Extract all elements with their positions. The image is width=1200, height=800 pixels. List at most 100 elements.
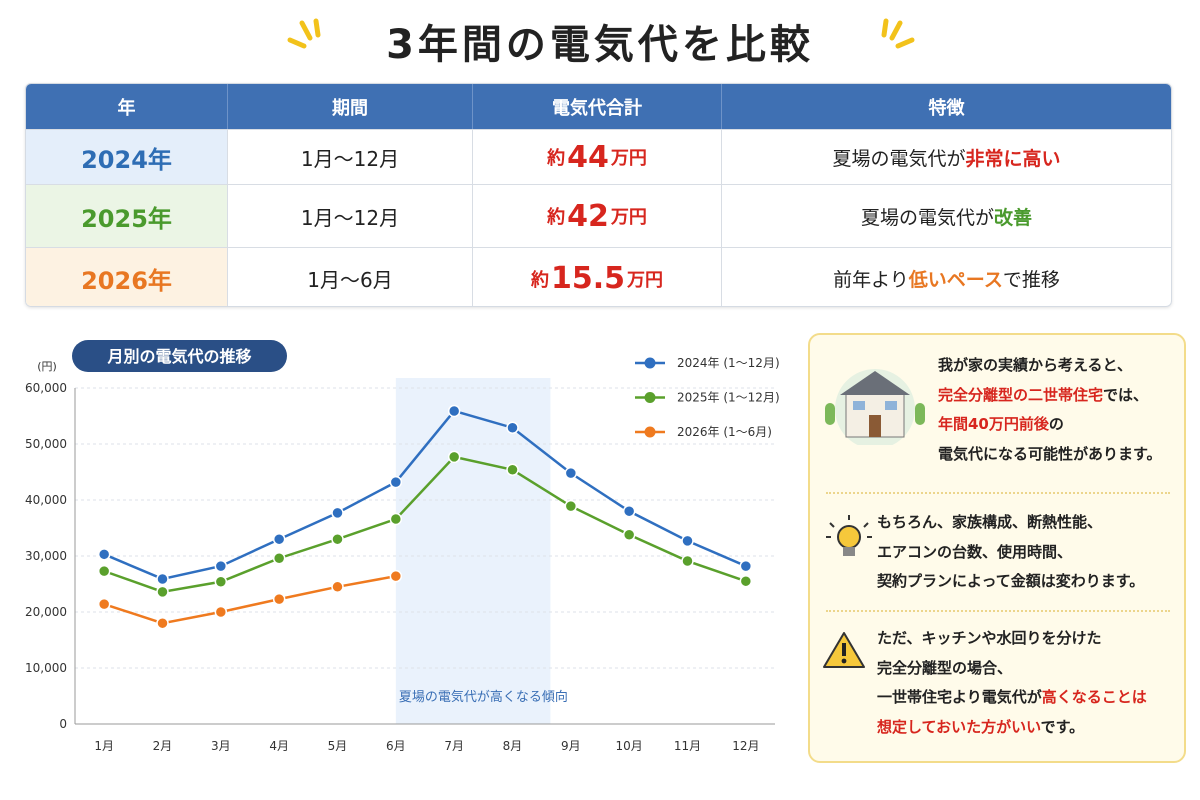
text-segment: です。 [1040,717,1085,736]
info-line: 完全分離型の場合、 [877,654,1147,684]
x-tick-label: 6月 [386,739,406,753]
text-segment: 年間40万円前後 [938,415,1049,433]
legend-marker [644,357,656,369]
table-row: 2024年 1月〜12月約 44 万円 夏場の電気代が 非常に高い [26,129,1171,184]
y-tick-label: 60,000 [25,381,67,395]
data-point [97,548,111,561]
title-spark-left [287,18,321,49]
column-header: 電気代合計 [472,84,721,129]
text-segment: では、 [1103,385,1149,404]
period-cell: 1月〜12月 [227,185,472,247]
info-line: 一世帯住宅より電気代が高くなることは [877,683,1147,713]
total-unit: 万円 [610,207,647,228]
text-segment: 夏場の電気代が [860,206,994,229]
series-line [103,574,397,625]
table-row: 2026年 1月〜6月約 15.5 万円 前年より 低いペース で推移 [26,247,1171,306]
y-tick-label: 40,000 [25,493,67,507]
text-segment: 低いペース [908,269,1003,291]
data-point [447,450,461,464]
info-line: 電気代になる可能性があります。 [938,440,1162,470]
data-point [97,597,111,611]
text-segment: 想定しておいた方がいい [877,717,1041,736]
x-tick-label: 7月 [444,739,464,753]
total-cell: 約 42 万円 [472,185,721,247]
table-header-row: 年 期間 電気代合計 特徴 [26,84,1171,129]
info-line: 契約プランによって金額は変わります。 [877,567,1144,597]
x-tick-label: 3月 [211,739,231,753]
text-segment: 電気代になる可能性があります。 [938,444,1162,463]
data-point [272,551,286,565]
legend-marker [644,426,656,438]
data-point [564,466,578,480]
text-segment: もちろん、家族構成、断熱性能、 [877,513,1103,531]
data-point [97,564,111,578]
data-point [622,528,636,541]
total-unit: 万円 [610,148,647,169]
total-prefix: 約 [547,148,566,169]
x-tick-label: 11月 [674,739,701,753]
y-tick-label: 10,000 [25,661,67,675]
text-segment: ただ、キッチンや水回りを分けた [877,629,1102,647]
total-cell: 約 44 万円 [472,130,721,184]
data-point [389,569,403,583]
warning-icon [823,632,865,668]
data-point [156,616,169,630]
x-tick-label: 2月 [153,739,173,753]
x-tick-label: 10月 [616,739,643,753]
data-point [506,421,519,435]
text-segment: 契約プランによって金額は変わります。 [877,572,1145,590]
legend-label: 2024年 (1〜12月) [677,356,780,370]
text-segment: の [1048,415,1064,433]
column-header: 年 [117,97,136,119]
y-tick-label: 30,000 [25,549,67,563]
text-segment: 改善 [994,206,1033,229]
title-spark-right [881,18,915,49]
info-box: 我が家の実績から考えると、 完全分離型の二世帯住宅では、 年間40万円前後の 電気代に… [808,333,1186,763]
y-tick-label: 50,000 [25,437,67,451]
total-unit: 万円 [627,269,664,291]
data-point [447,404,461,418]
data-point [331,580,344,594]
year-cell: 2025年 [26,185,227,247]
info-section-3: ただ、キッチンや水回りを分けた完全分離型の場合、 一世帯住宅より電気代が高くなるこ… [877,624,1147,742]
data-point [331,532,344,546]
series-line [103,409,747,581]
comparison-table: 年期間 電気代合計 特徴 2024年 1月〜12月約 44 万円 夏場の電気代が 非常に高い 20… [25,83,1172,307]
total-cell: 約 15.5 万円 [472,248,721,306]
legend-label: 2026年 (1〜6月) [677,425,772,439]
text-segment: で推移 [1002,269,1060,291]
data-point [156,572,169,586]
text-segment: エアコンの台数、使用時間、 [877,542,1073,561]
total-amount: 42 [567,198,609,234]
data-point [389,512,403,526]
data-point [622,504,636,518]
total-prefix: 約 [530,269,549,291]
info-line: 想定しておいた方がいいです。 [877,713,1147,743]
info-line: 完全分離型の二世帯住宅では、 [938,381,1162,411]
data-point [214,575,228,589]
legend-label: 2025年 (1〜12月) [677,391,780,405]
column-header: 期間 [227,84,472,129]
y-axis-label: (円) [37,360,57,373]
x-tick-label: 1月 [94,739,114,753]
data-point [739,559,753,573]
info-line: エアコンの台数、使用時間、 [877,538,1144,568]
text-segment: 我が家の実績から考えると、 [938,356,1132,374]
feature-cell: 前年より 低いペース で推移 [721,248,1171,306]
text-segment: 完全分離型の二世帯住宅 [938,385,1104,404]
period-cell: 1月〜12月 [227,130,472,184]
y-tick-label: 0 [59,717,67,731]
text-segment: 夏場の電気代が [832,147,966,170]
total-amount: 15.5 [550,261,626,296]
annotation: 夏場の電気代が高くなる傾向 [399,689,568,705]
data-point [739,574,753,588]
total-amount: 44 [567,139,609,175]
year-cell: 2026年 [26,248,227,306]
data-point [331,506,344,520]
table-row: 2025年 1月〜12月約 42 万円 夏場の電気代が 改善 [26,184,1171,247]
data-point [156,585,169,599]
data-point [564,499,578,513]
data-point [506,463,519,477]
